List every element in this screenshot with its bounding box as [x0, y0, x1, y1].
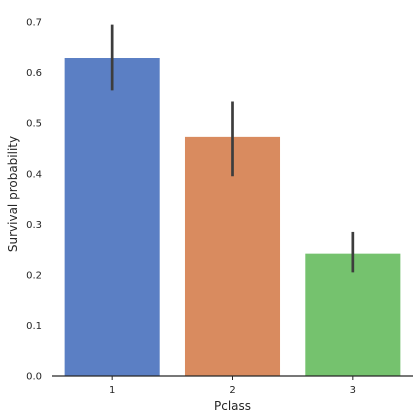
y-axis-ticks: 0.0 0.1 0.2 0.3 0.4 0.5 0.6 0.7: [26, 18, 42, 383]
bars: [64, 58, 401, 376]
x-tick-label: 3: [350, 385, 356, 396]
x-axis-label: Pclass: [214, 399, 251, 413]
y-tick-label: 0.3: [26, 220, 42, 231]
error-bars: [110, 24, 355, 273]
y-tick-label: 0.0: [26, 372, 42, 383]
y-tick-label: 0.4: [26, 169, 42, 180]
x-tick-label: 2: [229, 385, 235, 396]
bar-2: [184, 136, 281, 376]
x-tick-label: 1: [109, 385, 115, 396]
y-tick-label: 0.2: [26, 270, 42, 281]
y-axis-label: Survival probability: [6, 136, 20, 252]
bar-3: [305, 253, 401, 376]
y-tick-label: 0.1: [26, 321, 42, 332]
x-axis-ticks: 1 2 3: [109, 376, 356, 396]
y-tick-label: 0.5: [26, 119, 42, 130]
y-tick-label: 0.7: [26, 18, 42, 29]
y-tick-label: 0.6: [26, 68, 42, 79]
bar-1: [64, 58, 160, 376]
